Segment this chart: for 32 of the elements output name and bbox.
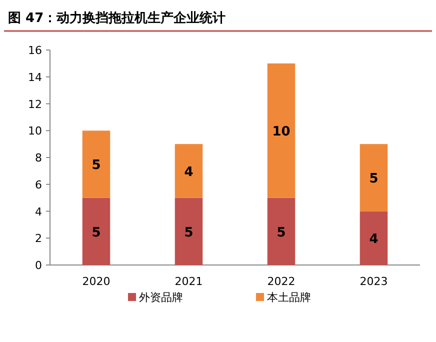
bar — [174, 198, 203, 265]
y-tick-label: 6 — [35, 178, 42, 192]
bar — [360, 144, 388, 212]
bar — [360, 211, 388, 265]
y-tick-label: 16 — [28, 44, 42, 57]
data-label: 5 — [184, 225, 194, 240]
y-tick-label: 0 — [35, 259, 42, 272]
x-tick-label: 2020 — [82, 275, 110, 288]
bar — [82, 198, 110, 265]
data-label: 5 — [276, 225, 286, 240]
chart-title: 图 47：动力换挡拖拉机生产企业统计 — [8, 10, 226, 26]
x-tick-label: 2022 — [267, 275, 296, 288]
legend-label: 本土品牌 — [267, 291, 311, 304]
y-tick-label: 12 — [28, 98, 42, 111]
x-tick-label: 2021 — [174, 275, 203, 288]
data-label: 10 — [272, 124, 290, 140]
data-label: 4 — [369, 232, 378, 248]
y-tick-label: 14 — [28, 70, 42, 84]
data-label: 4 — [184, 164, 194, 180]
bar — [174, 144, 203, 198]
y-tick-label: 10 — [28, 124, 42, 138]
data-label: 5 — [369, 172, 378, 187]
data-label: 5 — [92, 158, 101, 174]
data-label: 5 — [92, 225, 101, 240]
x-tick-label: 2023 — [360, 275, 388, 288]
y-tick-label: 8 — [35, 152, 42, 164]
bar — [267, 63, 296, 198]
y-tick-label: 4 — [35, 205, 42, 218]
y-tick-label: 2 — [35, 232, 42, 246]
bar — [82, 130, 110, 198]
legend-label: 外资品牌 — [139, 291, 183, 304]
bar — [267, 198, 296, 265]
